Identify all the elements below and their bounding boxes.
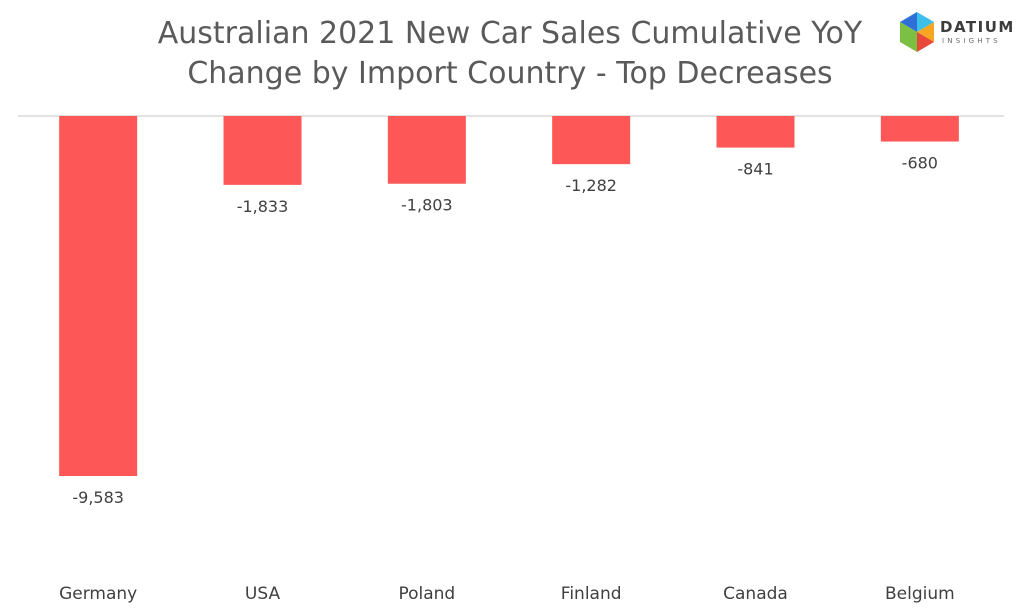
category-label-canada: Canada [723, 584, 788, 604]
data-label-usa: -1,833 [237, 197, 289, 216]
bar-finland [552, 116, 631, 165]
bar-belgium [880, 116, 959, 142]
category-label-usa: USA [245, 584, 281, 604]
data-label-germany: -9,583 [72, 488, 124, 507]
category-label-belgium: Belgium [885, 584, 955, 604]
category-label-poland: Poland [398, 584, 455, 604]
bar-usa [223, 116, 302, 185]
data-label-canada: -841 [737, 160, 773, 179]
bar-germany [59, 116, 138, 476]
data-label-belgium: -680 [902, 154, 938, 173]
chart-title-line-1: Australian 2021 New Car Sales Cumulative… [157, 16, 863, 51]
bars-group [59, 116, 959, 476]
category-labels-group: Germany USA Poland Finland Canada Belgium [59, 584, 955, 604]
logo-wordmark: DATIUM [940, 18, 1015, 36]
data-label-finland: -1,282 [565, 176, 617, 195]
chart-title: Australian 2021 New Car Sales Cumulative… [100, 14, 920, 94]
data-labels-group: -9,583 -1,833 -1,803 -1,282 -841 -680 [72, 154, 938, 507]
datium-insights-logo: DATIUM INSIGHTS [896, 10, 1021, 54]
category-label-germany: Germany [59, 584, 137, 604]
category-label-finland: Finland [561, 584, 622, 604]
data-label-poland: -1,803 [401, 196, 453, 215]
bar-poland [387, 116, 466, 184]
chart-title-line-2: Change by Import Country - Top Decreases [187, 56, 833, 91]
datium-logo-icon [900, 12, 934, 52]
logo-tagline: INSIGHTS [942, 37, 1001, 45]
bar-canada [716, 116, 795, 148]
